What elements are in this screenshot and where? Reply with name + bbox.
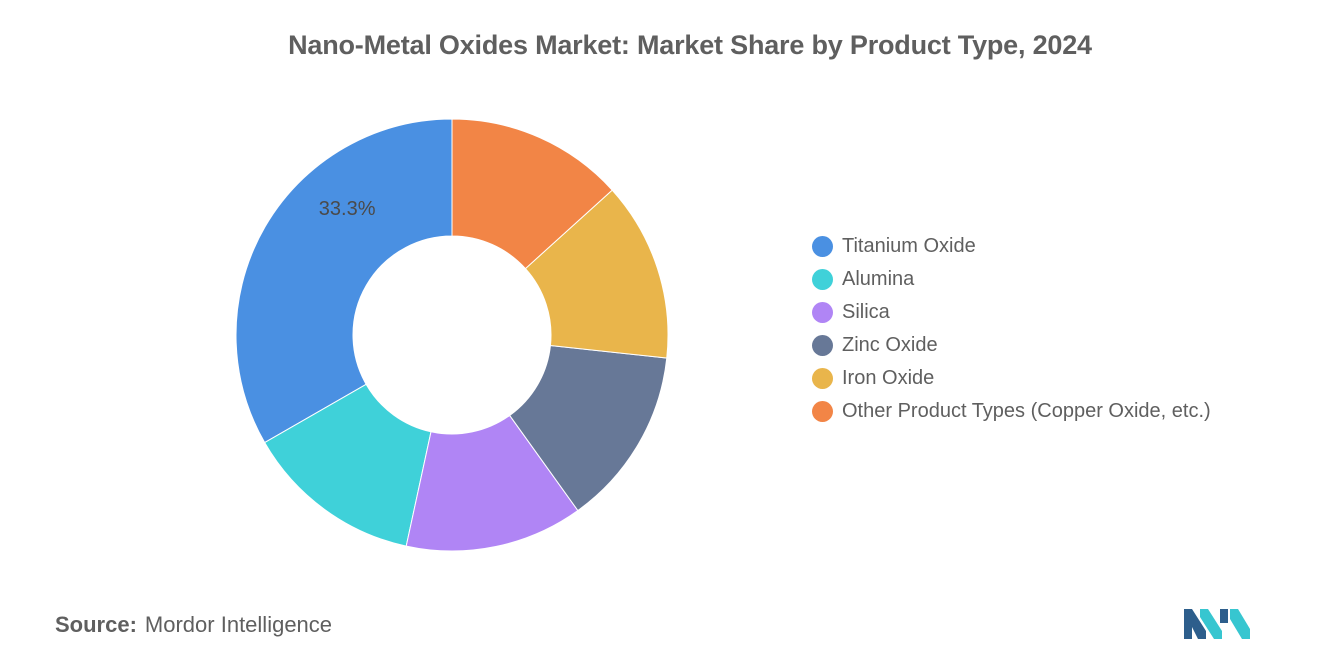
mordor-intelligence-logo-icon xyxy=(1184,609,1250,639)
source-value: Mordor Intelligence xyxy=(144,612,333,637)
legend-swatch-icon xyxy=(812,269,833,290)
legend-item-silica: Silica xyxy=(812,296,1211,329)
slice-label-titanium-oxide: 33.3% xyxy=(319,198,376,220)
legend-item-zinc-oxide: Zinc Oxide xyxy=(812,329,1211,362)
logo-shape-right xyxy=(1220,609,1228,623)
chart-legend: Titanium Oxide Alumina Silica Zinc Oxide Iro… xyxy=(812,230,1211,428)
source-line: Source: Mordor Intelligence xyxy=(55,612,332,638)
source-label: Source: xyxy=(55,612,137,637)
legend-item-other-product-types-copper-oxide-etc: Other Product Types (Copper Oxide, etc.) xyxy=(812,395,1211,428)
legend-swatch-icon xyxy=(812,335,833,356)
legend-label: Other Product Types (Copper Oxide, etc.) xyxy=(842,400,1211,422)
logo-shape-far xyxy=(1230,609,1250,639)
legend-item-alumina: Alumina xyxy=(812,263,1211,296)
legend-swatch-icon xyxy=(812,236,833,257)
donut-slice-other-product-types-copper-oxide-etc xyxy=(451,118,613,270)
legend-label: Silica xyxy=(842,301,890,323)
legend-label: Titanium Oxide xyxy=(842,235,976,257)
logo-shape-mid xyxy=(1200,609,1222,639)
donut-slice-alumina xyxy=(264,383,432,547)
chart-title: Nano-Metal Oxides Market: Market Share b… xyxy=(288,30,1092,60)
legend-label: Alumina xyxy=(842,268,915,290)
legend-label: Zinc Oxide xyxy=(842,334,938,356)
legend-item-titanium-oxide: Titanium Oxide xyxy=(812,230,1211,263)
legend-label: Iron Oxide xyxy=(842,367,935,389)
legend-swatch-icon xyxy=(812,401,833,422)
legend-item-iron-oxide: Iron Oxide xyxy=(812,362,1211,395)
donut-slice-silica xyxy=(405,414,579,552)
logo-shape-left xyxy=(1184,609,1206,639)
donut-slice-titanium-oxide xyxy=(235,118,453,444)
legend-swatch-icon xyxy=(812,302,833,323)
legend-swatch-icon xyxy=(812,368,833,389)
